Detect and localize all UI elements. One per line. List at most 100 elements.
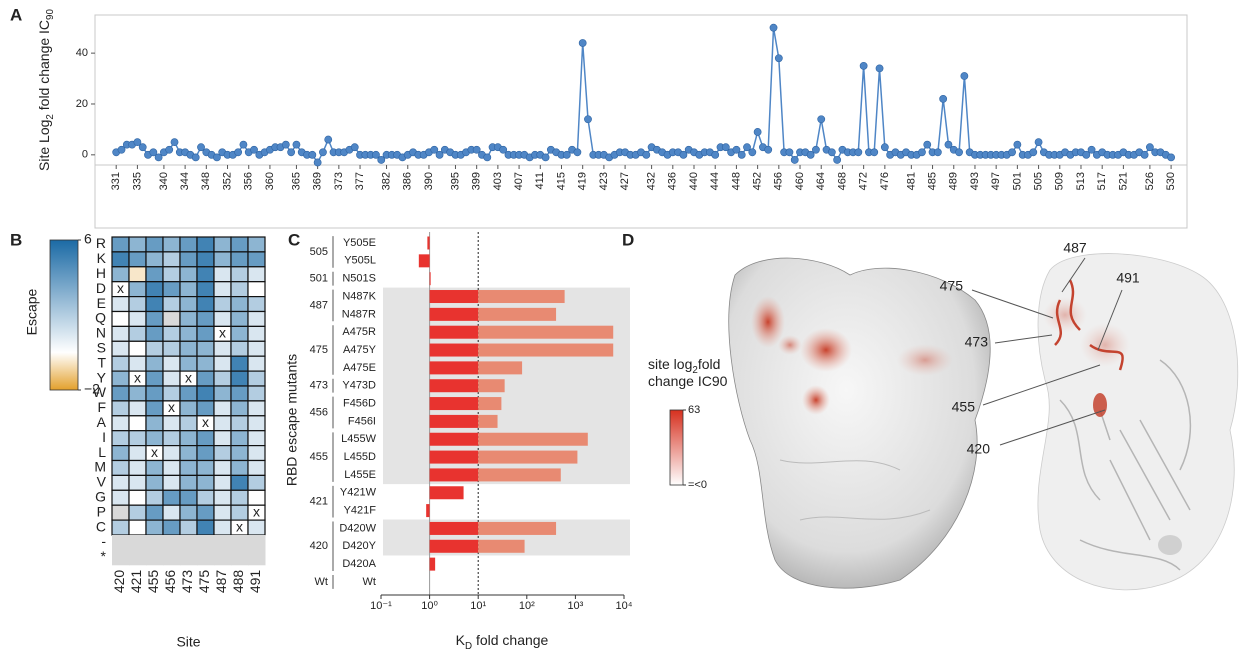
heatmap-cell [197, 386, 214, 401]
heatmap-cell [163, 431, 180, 446]
point [876, 65, 883, 72]
row-label: K [97, 250, 107, 266]
wildtype-marker: x [117, 280, 124, 296]
category-label: D420Y [342, 540, 376, 552]
heatmap-cell [146, 386, 163, 401]
x-tick-label: 10² [519, 600, 535, 612]
category-label: N487K [342, 290, 376, 302]
heatmap-cell [214, 461, 231, 476]
x-tick-label: 10³ [567, 600, 583, 612]
heatmap-cell [231, 341, 248, 356]
heatmap-cell [214, 371, 231, 386]
heatmap-cell [146, 356, 163, 371]
point [765, 146, 772, 153]
colorbar-title: change IC90 [648, 373, 728, 389]
heatmap-cell [163, 341, 180, 356]
x-tick-label: 10⁰ [421, 600, 438, 612]
x-tick-label: 444 [709, 172, 721, 190]
heatmap-cell [112, 475, 129, 490]
x-tick-label: 513 [1075, 172, 1087, 190]
bar-extension [478, 397, 501, 410]
heatmap-cell [163, 312, 180, 327]
x-tick-label: 489 [948, 172, 960, 190]
group-label: 473 [310, 380, 328, 392]
heatmap-cell [112, 520, 129, 535]
annotation: 487 [1063, 240, 1087, 256]
heatmap-cell [180, 312, 197, 327]
point [871, 149, 878, 156]
point [754, 128, 761, 135]
bar [419, 254, 430, 267]
column-label: 456 [162, 570, 178, 594]
heatmap-cell [146, 475, 163, 490]
category-label: F456I [348, 415, 376, 427]
group-label: 501 [310, 273, 328, 285]
heatmap-cell [231, 386, 248, 401]
x-tick-label: 395 [449, 172, 461, 190]
heatmap-cell [129, 297, 146, 312]
column-label: 475 [196, 570, 212, 594]
heatmap-cell [180, 416, 197, 431]
bar-extension [478, 540, 524, 553]
row-label: F [97, 399, 106, 415]
category-label: L455W [341, 433, 376, 445]
bar [430, 468, 479, 481]
category-label: D420W [339, 522, 376, 534]
heatmap-cell [180, 520, 197, 535]
point [351, 144, 358, 151]
point [643, 151, 650, 158]
column-label: 488 [230, 570, 246, 594]
point [749, 149, 756, 156]
wildtype-marker: x [253, 503, 260, 519]
category-label: Y421W [340, 487, 377, 499]
point [860, 62, 867, 69]
heatmap-cell [163, 416, 180, 431]
x-tick-label: 348 [200, 172, 212, 190]
heatmap-cell [163, 297, 180, 312]
y-tick-label: 40 [76, 47, 88, 59]
heatmap-cell [231, 446, 248, 461]
x-tick-label: 468 [836, 172, 848, 190]
x-tick-label: 335 [131, 172, 143, 190]
heatmap-cell [248, 386, 265, 401]
point [855, 149, 862, 156]
heatmap-cell [248, 312, 265, 327]
right-structure [1038, 254, 1238, 590]
bar-extension [478, 344, 613, 357]
heatmap-cell [214, 490, 231, 505]
heatmap-cell [180, 446, 197, 461]
heatmap-cell [197, 520, 214, 535]
point [288, 149, 295, 156]
row-label: C [96, 518, 106, 534]
category-label: N487R [342, 308, 376, 320]
heatmap-cell [146, 461, 163, 476]
point [171, 139, 178, 146]
bar [430, 344, 479, 357]
heatmap-cell [214, 282, 231, 297]
heatmap-cell [197, 446, 214, 461]
heatmap-cell [231, 416, 248, 431]
row-label: E [97, 295, 106, 311]
group-label: 456 [310, 406, 328, 418]
group-label: 421 [310, 496, 328, 508]
x-tick-label: 356 [243, 172, 255, 190]
column-label: 491 [247, 570, 263, 594]
x-tick-label: 386 [402, 172, 414, 190]
heatmap-cell [163, 550, 181, 565]
heatmap-cell [146, 252, 163, 267]
heatmap-cell [248, 535, 266, 550]
heatmap-cell [129, 416, 146, 431]
point [1014, 141, 1021, 148]
bar-extension [478, 379, 504, 392]
bar-extension [478, 468, 561, 481]
heatmap-cell [112, 550, 130, 565]
point [791, 156, 798, 163]
heatmap-cell [197, 535, 215, 550]
y-tick-label: 20 [76, 98, 88, 110]
x-tick-label: 432 [646, 172, 658, 190]
heatmap-cell [180, 461, 197, 476]
heatmap-cell [129, 252, 146, 267]
x-tick-label: 505 [1032, 172, 1044, 190]
heatmap-cell [112, 297, 129, 312]
category-label: Y473D [342, 380, 376, 392]
